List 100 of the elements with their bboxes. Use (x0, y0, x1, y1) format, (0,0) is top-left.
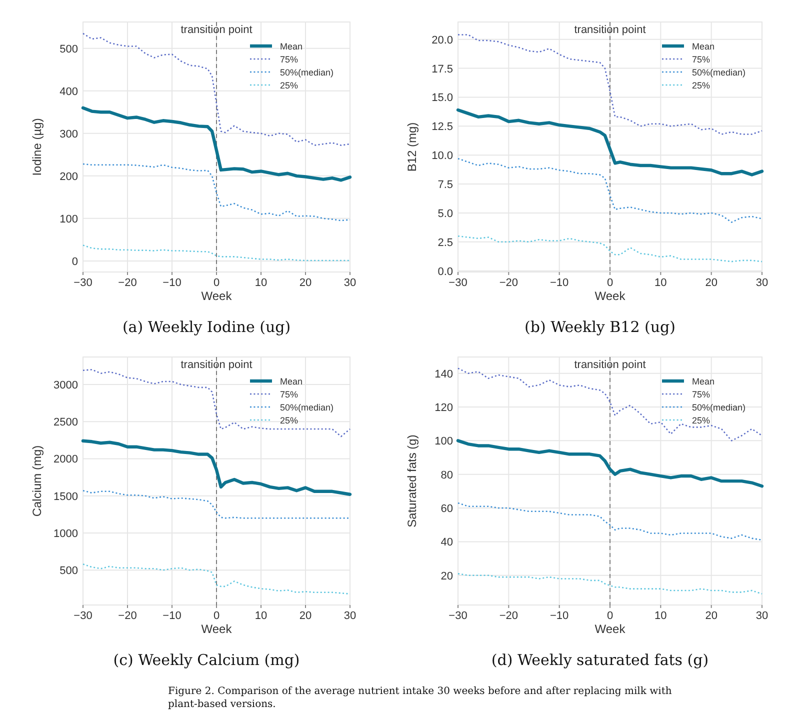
y-tick-label: 2500 (54, 416, 78, 429)
legend-label: Mean (280, 42, 303, 52)
line-series (457, 573, 763, 595)
y-tick-label: 100 (60, 213, 78, 226)
x-axis-title: Week (594, 622, 626, 636)
x-tick-label: 30 (344, 610, 356, 622)
y-tick-label: 2.5 (438, 236, 453, 249)
line-series (82, 564, 351, 595)
y-tick-label: 20 (440, 570, 453, 582)
y-tick-label: 400 (60, 86, 78, 98)
text: (d) Weekly saturated fats (g) (491, 651, 709, 669)
x-tick-label: 0 (606, 610, 614, 622)
legend-label: Mean (280, 376, 303, 386)
legend-label: 50%(median) (280, 402, 334, 412)
x-tick-label: −30 (74, 610, 92, 622)
y-tick-label: 0 (72, 256, 78, 268)
y-tick-label: 40 (440, 536, 453, 549)
y-tick-label: 10.0 (432, 150, 453, 162)
ref-line-label: transition point (180, 24, 252, 36)
line-series (81, 106, 352, 182)
y-tick-label: 140 (434, 368, 453, 380)
y-tick-label: 500 (60, 43, 78, 56)
y-tick-label: 7.5 (438, 179, 453, 192)
text: (c) Weekly Calcium (mg) (113, 651, 300, 669)
y-tick-label: 5.0 (438, 208, 453, 220)
x-tick-label: −10 (162, 277, 182, 289)
ref-line-label: transition point (574, 359, 646, 371)
legend-label: 75% (692, 54, 710, 64)
x-axis-title: Week (201, 622, 233, 636)
text: (a) Weekly Iodine (ug) (122, 318, 291, 336)
x-tick-label: 20 (705, 610, 718, 622)
x-axis-title: Week (201, 289, 233, 303)
legend-label: 75% (280, 54, 298, 64)
y-tick-label: 15.0 (432, 92, 453, 104)
x-tick-label: 20 (299, 610, 312, 622)
legend-label: 50%(median) (692, 68, 746, 78)
legend-label: 75% (280, 390, 298, 400)
line-series (456, 108, 764, 176)
caption: Figure 2. Comparison of the average nutrient intake 30 weeks before and after replacing milk with plant-based versions. (168, 686, 672, 710)
y-tick-label: 500 (60, 565, 78, 578)
y-axis-title: Iodine (µg) (30, 118, 44, 176)
y-tick-label: 3000 (54, 379, 78, 392)
x-tick-label: 20 (705, 277, 718, 289)
line-series (457, 158, 763, 223)
y-tick-label: 1000 (54, 528, 78, 540)
y-tick-label: 120 (434, 402, 453, 414)
line-series (81, 439, 352, 496)
x-tick-label: −20 (118, 277, 137, 289)
line-series (457, 34, 763, 135)
legend-label: 50%(median) (280, 68, 334, 78)
ref-line-label: transition point (574, 24, 646, 36)
x-tick-label: −20 (499, 277, 518, 289)
x-tick-label: 0 (606, 277, 614, 289)
line-series (82, 368, 351, 438)
y-tick-label: 60 (440, 503, 453, 516)
y-tick-label: 17.5 (432, 63, 453, 76)
x-tick-label: 10 (654, 277, 667, 289)
y-tick-label: 2000 (54, 454, 78, 466)
x-tick-label: 10 (254, 610, 268, 622)
x-tick-label: −10 (162, 610, 182, 622)
x-tick-label: −20 (118, 610, 137, 622)
legend-label: 25% (692, 416, 710, 426)
x-tick-label: −10 (550, 277, 569, 289)
y-tick-label: 300 (60, 128, 78, 140)
y-axis-title: Calcium (mg) (30, 445, 44, 517)
y-tick-label: 1500 (54, 490, 78, 503)
x-tick-label: 30 (756, 277, 768, 289)
x-tick-label: −30 (74, 277, 92, 289)
y-tick-label: 0.0 (438, 266, 453, 278)
legend-label: 25% (692, 80, 710, 90)
line-series (82, 163, 351, 222)
legend-label: 50%(median) (692, 402, 746, 412)
line-series (82, 490, 351, 519)
y-tick-label: 100 (434, 436, 453, 448)
x-tick-label: −10 (550, 610, 569, 622)
x-tick-label: −30 (448, 610, 468, 622)
x-tick-label: 20 (299, 277, 312, 289)
x-tick-label: 0 (213, 610, 220, 622)
x-tick-label: 30 (344, 277, 356, 289)
x-axis-title: Week (594, 289, 626, 303)
ref-line-label: transition point (180, 359, 252, 371)
x-tick-label: −30 (448, 277, 468, 289)
y-axis-title: B12 (mg) (405, 122, 419, 172)
legend-label: 25% (280, 416, 298, 426)
y-tick-label: 12.5 (432, 121, 453, 134)
line-series (457, 235, 763, 262)
x-tick-label: 30 (756, 610, 768, 622)
line-series (457, 502, 763, 541)
line-series (82, 244, 351, 262)
y-axis-title: Saturated fats (g) (405, 434, 419, 528)
y-tick-label: 80 (440, 469, 453, 482)
y-tick-label: 200 (60, 170, 78, 183)
x-tick-label: −20 (499, 610, 518, 622)
line-series (456, 439, 764, 488)
x-tick-label: 0 (213, 277, 220, 289)
legend-label: 75% (692, 390, 710, 400)
y-tick-label: 20.0 (432, 34, 453, 46)
legend-label: 25% (280, 80, 298, 90)
legend-label: Mean (692, 376, 715, 386)
text: (b) Weekly B12 (ug) (524, 318, 676, 336)
